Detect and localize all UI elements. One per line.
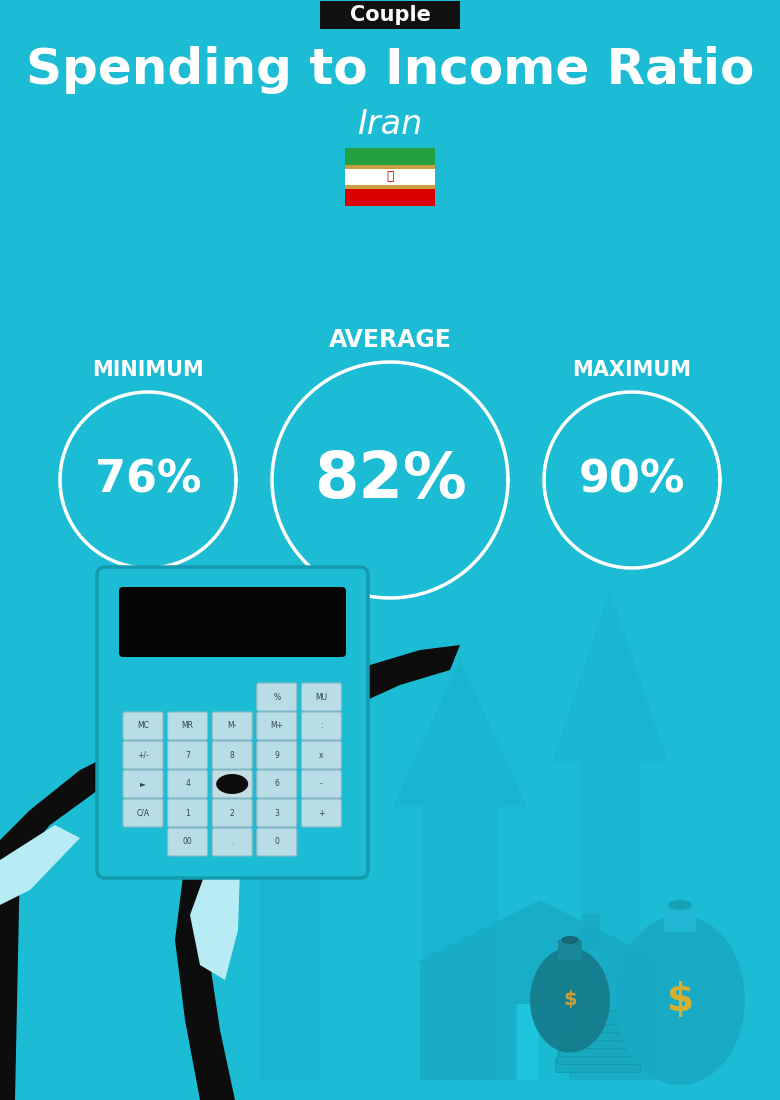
FancyBboxPatch shape (168, 799, 207, 827)
FancyBboxPatch shape (212, 712, 252, 740)
Bar (345, 165, 435, 169)
Text: $: $ (666, 981, 693, 1019)
Polygon shape (552, 590, 668, 761)
Ellipse shape (615, 915, 745, 1085)
Text: .: . (231, 837, 233, 847)
Text: MINIMUM: MINIMUM (92, 360, 204, 379)
Text: 9: 9 (275, 750, 279, 759)
Bar (423, 807, 498, 1080)
FancyBboxPatch shape (168, 712, 207, 740)
FancyBboxPatch shape (212, 741, 252, 769)
Bar (345, 187, 435, 206)
Text: -: - (320, 780, 323, 789)
FancyBboxPatch shape (212, 770, 252, 798)
Bar (555, 1058, 640, 1072)
Bar (561, 1034, 646, 1048)
Text: 90%: 90% (579, 459, 685, 502)
FancyBboxPatch shape (257, 828, 297, 856)
Text: 4: 4 (185, 780, 190, 789)
Text: 1: 1 (185, 808, 190, 817)
Text: 🕌: 🕌 (386, 170, 394, 184)
Polygon shape (0, 825, 80, 905)
Text: :: : (320, 722, 323, 730)
FancyBboxPatch shape (320, 1, 460, 29)
FancyBboxPatch shape (168, 741, 207, 769)
FancyBboxPatch shape (301, 799, 342, 827)
FancyBboxPatch shape (119, 587, 346, 657)
FancyBboxPatch shape (212, 799, 252, 827)
Bar (565, 1018, 650, 1032)
Text: ►: ► (140, 780, 146, 789)
Bar (260, 872, 320, 1080)
Polygon shape (190, 860, 240, 980)
FancyBboxPatch shape (257, 712, 297, 740)
FancyBboxPatch shape (257, 770, 297, 798)
Bar (583, 914, 600, 950)
Text: MAXIMUM: MAXIMUM (573, 360, 692, 379)
Text: 00: 00 (183, 837, 193, 847)
Bar (559, 1042, 644, 1056)
Bar (345, 167, 435, 187)
Text: 6: 6 (275, 780, 279, 789)
FancyBboxPatch shape (301, 770, 342, 798)
Bar (567, 1010, 652, 1024)
Text: Spending to Income Ratio: Spending to Income Ratio (26, 46, 754, 94)
Text: M-: M- (228, 722, 237, 730)
Bar (563, 1026, 648, 1039)
FancyBboxPatch shape (168, 828, 207, 856)
Polygon shape (175, 645, 460, 1100)
FancyBboxPatch shape (123, 741, 163, 769)
FancyBboxPatch shape (257, 741, 297, 769)
Ellipse shape (668, 900, 692, 910)
Bar (664, 908, 696, 932)
Text: +/-: +/- (137, 750, 149, 759)
Ellipse shape (530, 947, 610, 1053)
Bar (420, 962, 660, 1080)
Text: 3: 3 (275, 808, 279, 817)
Bar (558, 940, 582, 960)
FancyBboxPatch shape (168, 770, 207, 798)
Polygon shape (0, 670, 265, 1100)
FancyBboxPatch shape (97, 566, 368, 878)
FancyBboxPatch shape (212, 828, 252, 856)
Polygon shape (392, 660, 527, 807)
Bar (516, 1004, 569, 1080)
Text: 82%: 82% (314, 449, 466, 512)
Text: C/A: C/A (136, 808, 150, 817)
FancyBboxPatch shape (301, 712, 342, 740)
Text: AVERAGE: AVERAGE (328, 328, 452, 352)
Ellipse shape (561, 936, 579, 944)
Text: Iran: Iran (357, 109, 423, 142)
Bar (580, 761, 640, 1080)
FancyBboxPatch shape (123, 799, 163, 827)
Text: 5: 5 (230, 780, 235, 789)
Ellipse shape (216, 774, 248, 794)
Text: $: $ (563, 990, 577, 1010)
Text: 0: 0 (275, 837, 279, 847)
FancyBboxPatch shape (301, 683, 342, 711)
Text: %: % (273, 693, 280, 702)
Bar (519, 1004, 537, 1080)
Text: MU: MU (315, 693, 328, 702)
Text: +: + (318, 808, 324, 817)
FancyBboxPatch shape (257, 799, 297, 827)
FancyBboxPatch shape (123, 712, 163, 740)
Polygon shape (415, 900, 665, 962)
Text: 2: 2 (230, 808, 235, 817)
Bar (345, 148, 435, 167)
Text: MR: MR (182, 722, 193, 730)
FancyBboxPatch shape (257, 683, 297, 711)
Bar (557, 1050, 642, 1064)
Text: M+: M+ (271, 722, 283, 730)
Text: Couple: Couple (349, 6, 431, 25)
Text: x: x (319, 750, 324, 759)
Bar (345, 185, 435, 189)
FancyBboxPatch shape (123, 770, 163, 798)
Text: 7: 7 (185, 750, 190, 759)
FancyBboxPatch shape (301, 741, 342, 769)
Text: MC: MC (137, 722, 149, 730)
Polygon shape (235, 760, 345, 872)
Text: 8: 8 (230, 750, 235, 759)
Text: 76%: 76% (94, 459, 201, 502)
